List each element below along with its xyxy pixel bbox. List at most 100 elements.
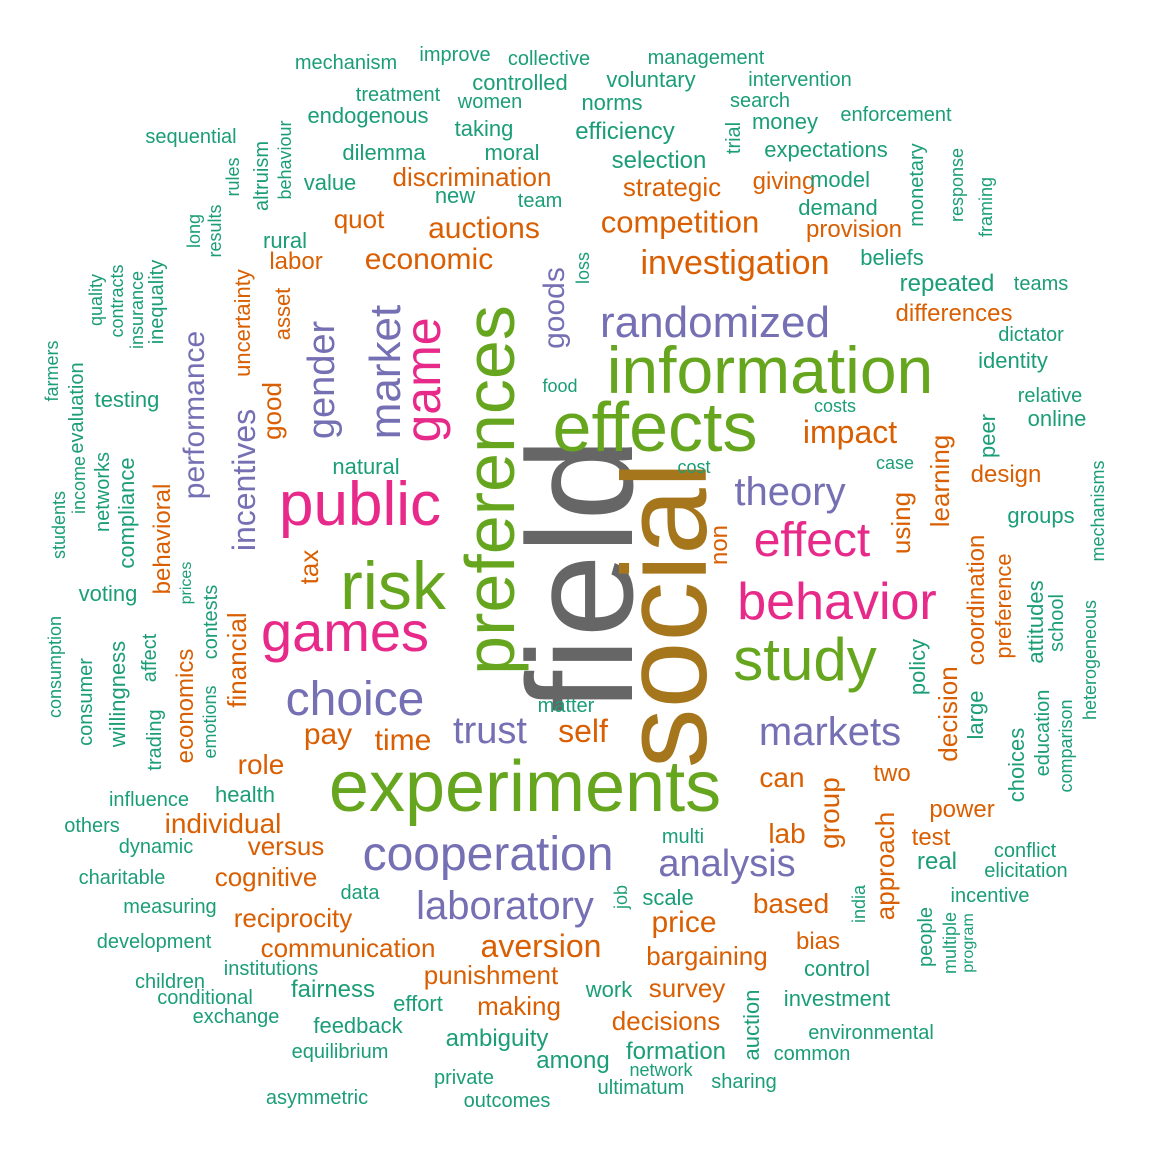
word-coordination: coordination xyxy=(963,534,990,666)
word-online: online xyxy=(1027,406,1087,431)
word-behavioral: behavioral xyxy=(149,483,176,595)
word-health: health xyxy=(215,782,275,807)
word-treatment: treatment xyxy=(355,84,441,106)
word-elicitation: elicitation xyxy=(984,860,1068,882)
word-matter: matter xyxy=(537,695,595,717)
word-markets: markets xyxy=(758,710,902,754)
word-common: common xyxy=(773,1043,851,1065)
word-non: non xyxy=(706,524,733,566)
word-dictator: dictator xyxy=(998,324,1064,346)
word-mechanism: mechanism xyxy=(294,52,398,74)
word-moral: moral xyxy=(484,140,540,165)
word-voting: voting xyxy=(78,581,138,606)
word-impact: impact xyxy=(802,414,898,450)
word-ultimatum: ultimatum xyxy=(597,1077,685,1099)
word-response: response xyxy=(947,147,967,223)
word-investment: investment xyxy=(783,986,891,1011)
word-management: management xyxy=(647,47,765,69)
word-development: development xyxy=(96,931,212,953)
word-lab: lab xyxy=(768,818,806,849)
word-enforcement: enforcement xyxy=(840,104,952,126)
word-communication: communication xyxy=(260,933,436,963)
word-children: children xyxy=(134,971,206,993)
word-auction: auction xyxy=(739,989,764,1061)
word-gender: gender xyxy=(301,320,343,440)
word-using: using xyxy=(886,491,916,555)
word-behavior: behavior xyxy=(737,573,937,631)
word-income: income xyxy=(69,455,89,515)
word-groups: groups xyxy=(1007,503,1075,528)
word-measuring: measuring xyxy=(123,896,217,918)
word-repeated: repeated xyxy=(899,270,995,297)
word-quot: quot xyxy=(333,204,385,234)
word-efficiency: efficiency xyxy=(575,118,675,145)
word-labor: labor xyxy=(269,248,323,275)
word-asset: asset xyxy=(270,287,295,341)
word-case: case xyxy=(875,453,915,473)
word-economic: economic xyxy=(364,243,494,276)
word-emotions: emotions xyxy=(200,685,220,759)
word-exchange: exchange xyxy=(192,1006,280,1028)
word-design: design xyxy=(970,461,1042,488)
word-feedback: feedback xyxy=(313,1013,403,1038)
word-dilemma: dilemma xyxy=(342,140,426,165)
word-rules: rules xyxy=(223,157,243,197)
word-charitable: charitable xyxy=(78,867,166,889)
word-survey: survey xyxy=(648,973,726,1003)
word-rural: rural xyxy=(262,228,308,253)
word-new: new xyxy=(434,183,476,208)
word-food: food xyxy=(542,376,578,396)
word-learning: learning xyxy=(925,434,955,528)
word-results: results xyxy=(205,204,225,258)
word-formation: formation xyxy=(625,1038,727,1065)
word-cost: cost xyxy=(677,457,711,477)
word-outcomes: outcomes xyxy=(463,1090,551,1112)
word-trading: trading xyxy=(144,709,166,771)
word-model: model xyxy=(810,167,870,192)
word-value: value xyxy=(303,170,357,195)
word-influence: influence xyxy=(108,789,190,811)
word-large: large xyxy=(963,690,988,740)
word-preference: preference xyxy=(991,553,1016,659)
word-inequality: inequality xyxy=(146,259,168,345)
word-long: long xyxy=(184,213,204,249)
word-trial: trial xyxy=(723,121,745,155)
word-punishment: punishment xyxy=(423,960,559,990)
word-reciprocity: reciprocity xyxy=(233,903,353,933)
word-natural: natural xyxy=(332,454,400,479)
word-making: making xyxy=(477,991,561,1021)
word-search: search xyxy=(729,90,791,112)
word-trust: trust xyxy=(453,710,527,752)
word-private: private xyxy=(433,1067,495,1089)
word-framing: framing xyxy=(976,176,996,238)
word-group: group xyxy=(814,777,845,849)
word-good: good xyxy=(257,382,287,440)
word-randomized: randomized xyxy=(600,298,830,347)
word-can: can xyxy=(759,762,805,793)
word-consumption: consumption xyxy=(45,615,65,719)
word-relative: relative xyxy=(1017,385,1083,407)
word-voluntary: voluntary xyxy=(606,67,696,92)
word-investigation: investigation xyxy=(640,244,830,282)
word-decisions: decisions xyxy=(611,1006,721,1036)
word-financial: financial xyxy=(222,612,252,708)
word-fairness: fairness xyxy=(290,976,376,1003)
word-consumer: consumer xyxy=(75,658,97,746)
word-mechanisms: mechanisms xyxy=(1088,460,1108,562)
word-giving: giving xyxy=(752,168,816,195)
word-education: education xyxy=(1032,689,1054,777)
word-money: money xyxy=(751,109,819,134)
word-approach: approach xyxy=(870,811,900,921)
word-versus: versus xyxy=(247,831,325,861)
word-program: program xyxy=(960,913,977,973)
word-uncertainty: uncertainty xyxy=(230,269,255,377)
word-public: public xyxy=(279,470,441,539)
word-multi: multi xyxy=(661,826,705,848)
word-effort: effort xyxy=(393,991,443,1016)
word-decision: decision xyxy=(933,666,963,762)
word-controlled: controlled xyxy=(472,70,568,95)
word-discrimination: discrimination xyxy=(392,162,552,192)
word-collective: collective xyxy=(507,48,591,70)
word-endogenous: endogenous xyxy=(307,103,429,128)
